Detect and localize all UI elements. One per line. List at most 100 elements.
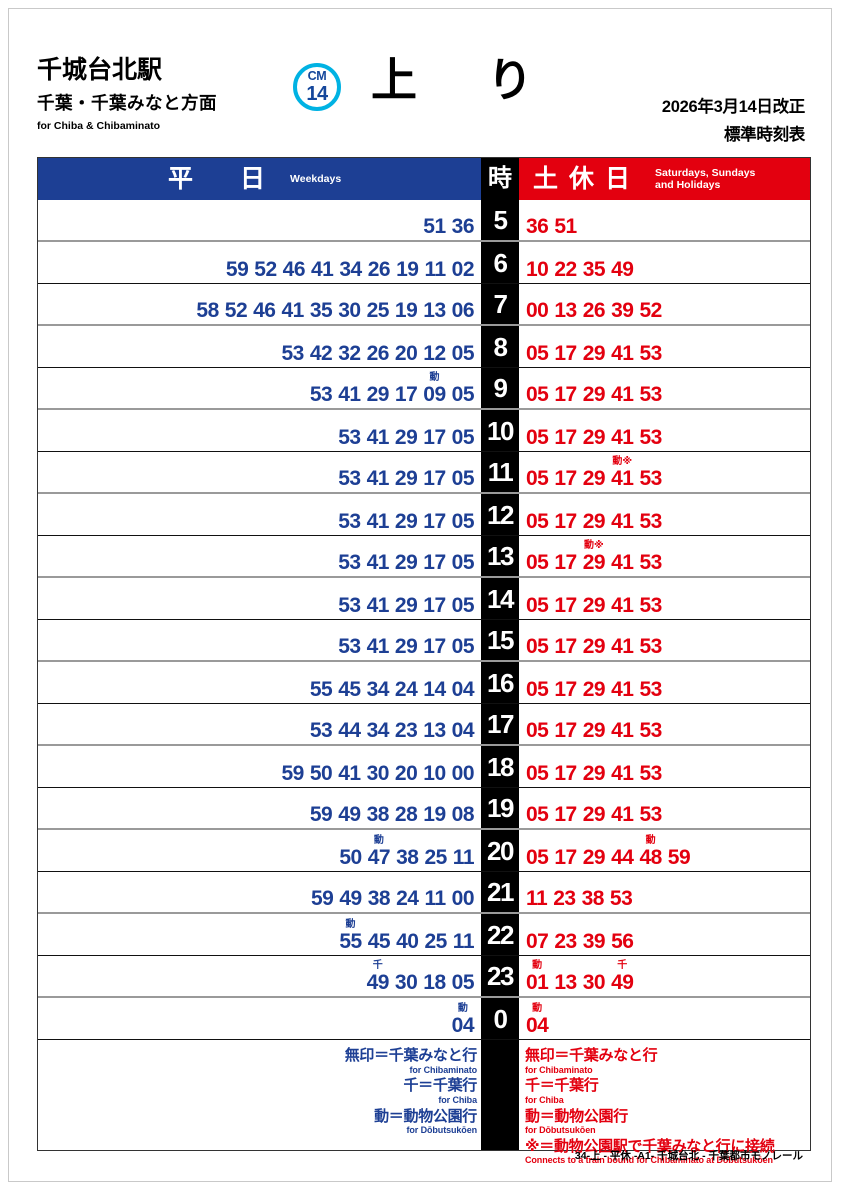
minute-value: 23 <box>553 887 576 910</box>
revision-info: 2026年3月14日改正 標準時刻表 <box>662 93 805 145</box>
minute-value: 25 <box>424 846 447 869</box>
minute-value: 17 <box>554 762 577 785</box>
weekday-minutes-cell: 千 49 30 18 05 <box>38 956 481 996</box>
minute-value: 53 <box>338 510 361 533</box>
minute-value: 38 <box>581 887 605 910</box>
weekday-minutes-cell: 53 41 29 17 05 <box>38 410 481 451</box>
departure-minute: 41 <box>611 343 634 364</box>
destination-marker: 動※ <box>612 456 633 467</box>
table-row: 53 41 29 17 05 10 05 17 29 41 53 <box>38 410 810 452</box>
departure-minute: 39 <box>611 300 634 321</box>
minute-value: 29 <box>394 467 418 490</box>
destination-marker: 動 <box>373 835 384 846</box>
footnote-japanese: 動＝動物公園行 <box>374 1107 477 1125</box>
minute-value: 11 <box>452 846 475 869</box>
minute-value: 05 <box>526 803 549 826</box>
departure-minute: 05 <box>526 847 549 868</box>
column-header-saturday-en-line1: Saturdays, Sundays <box>655 166 756 179</box>
hour-cell: 9 <box>481 368 519 408</box>
minute-value: 29 <box>582 762 606 785</box>
departure-minute: 49 <box>339 888 362 909</box>
minute-value: 46 <box>253 299 276 322</box>
departure-minute: 59 <box>310 804 333 825</box>
departure-minute: 動 48 <box>639 836 662 869</box>
departure-minute: 17 <box>423 595 446 616</box>
departure-minute: 53 <box>610 888 633 909</box>
station-number-prefix: CM <box>307 69 327 84</box>
destination-marker: 動 <box>645 835 656 846</box>
hour-cell: 16 <box>481 662 519 703</box>
minute-value: 41 <box>611 551 634 574</box>
minute-value: 25 <box>424 930 447 953</box>
destination-marker: 動 <box>429 372 440 383</box>
minute-value: 19 <box>394 299 418 322</box>
minute-value: 29 <box>582 467 606 490</box>
departure-minute: 53 <box>639 679 662 700</box>
minute-value: 29 <box>394 551 418 574</box>
table-row: 53 42 32 26 20 12 05 8 05 17 29 41 53 <box>38 326 810 368</box>
departure-minute: 41 <box>367 552 390 573</box>
minute-value: 10 <box>526 258 549 281</box>
table-row: 53 41 29 17 05 13 05 17 動※ 29 41 53 <box>38 536 810 578</box>
minute-value: 04 <box>451 719 475 742</box>
departure-minute: 29 <box>583 679 606 700</box>
saturday-minutes-cell: 05 17 29 41 53 <box>519 704 810 744</box>
minute-value: 32 <box>338 342 361 365</box>
departure-minute: 05 <box>526 511 549 532</box>
departure-minute: 17 <box>554 468 577 489</box>
departure-minute: 17 <box>423 552 446 573</box>
departure-minute: 13 <box>554 300 577 321</box>
minute-value: 05 <box>526 594 549 617</box>
departure-minute: 18 <box>423 971 446 994</box>
departure-minute: 41 <box>611 763 634 784</box>
departure-minute: 34 <box>367 679 390 700</box>
table-row: 53 41 29 17 05 12 05 17 29 41 53 <box>38 494 810 536</box>
saturday-minutes-cell: 05 17 29 41 53 <box>519 326 810 367</box>
minute-value: 17 <box>554 594 577 617</box>
table-row: 動 55 45 40 25 11 22 07 23 39 56 <box>38 914 810 956</box>
departure-minute: 千 49 <box>611 961 634 994</box>
departure-minute: 11 <box>424 888 446 909</box>
saturday-minutes-cell: 11 23 38 53 <box>519 872 810 912</box>
footnote-item: ※＝動物公園駅で千葉みなと行に接続 Connects to a train bou… <box>525 1138 775 1166</box>
minute-value: 41 <box>338 762 361 785</box>
departure-minute: 29 <box>394 551 418 574</box>
minute-value: 38 <box>367 887 391 910</box>
departure-minute: 41 <box>611 384 634 405</box>
minute-value: 18 <box>423 971 446 994</box>
station-header-left: 千城台北駅 千葉・千葉みなと方面 for Chiba & Chibaminato <box>37 57 277 133</box>
departure-minute: 17 <box>395 384 418 405</box>
minute-value: 58 <box>196 299 219 322</box>
departure-minute: 41 <box>611 426 634 449</box>
saturday-minutes-cell: 05 17 29 41 53 <box>519 368 810 408</box>
minute-value: 45 <box>367 930 391 953</box>
departure-minute: 50 <box>310 763 333 784</box>
minute-value: 09 <box>423 383 446 406</box>
minute-value: 52 <box>639 299 662 322</box>
departure-minute: 32 <box>338 342 361 365</box>
departure-minute: 26 <box>367 258 391 281</box>
footnote-item: 動＝動物公園行 for Dōbutsukōen <box>374 1107 477 1136</box>
minute-value: 29 <box>394 635 418 658</box>
column-header-saturday: 土休日 Saturdays, Sundays and Holidays <box>519 158 810 200</box>
saturday-minutes-cell: 05 17 29 44 動 48 59 <box>519 830 810 871</box>
minute-value: 05 <box>451 551 475 574</box>
departure-minute: 05 <box>526 636 549 657</box>
minute-value: 05 <box>526 383 549 406</box>
minute-value: 41 <box>611 426 634 449</box>
minute-value: 20 <box>394 762 418 785</box>
departure-minute: 24 <box>395 679 418 700</box>
departure-minute: 05 <box>452 595 475 616</box>
minute-value: 00 <box>451 762 475 785</box>
departure-minute: 動 55 <box>339 920 362 953</box>
hour-cell: 21 <box>481 872 519 912</box>
minute-value: 26 <box>367 258 391 281</box>
minute-value: 29 <box>582 635 606 658</box>
minute-value: 22 <box>554 258 577 281</box>
weekday-minutes-cell: 59 52 46 41 34 26 19 11 02 <box>38 242 481 283</box>
departure-minute: 25 <box>424 846 447 869</box>
departure-minute: 30 <box>338 300 361 321</box>
weekday-minutes-cell: 51 36 <box>38 200 481 240</box>
hour-cell: 14 <box>481 578 519 619</box>
minute-value: 55 <box>309 678 333 701</box>
